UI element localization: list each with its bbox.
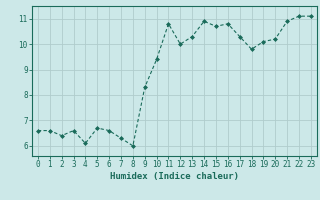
X-axis label: Humidex (Indice chaleur): Humidex (Indice chaleur) — [110, 172, 239, 181]
